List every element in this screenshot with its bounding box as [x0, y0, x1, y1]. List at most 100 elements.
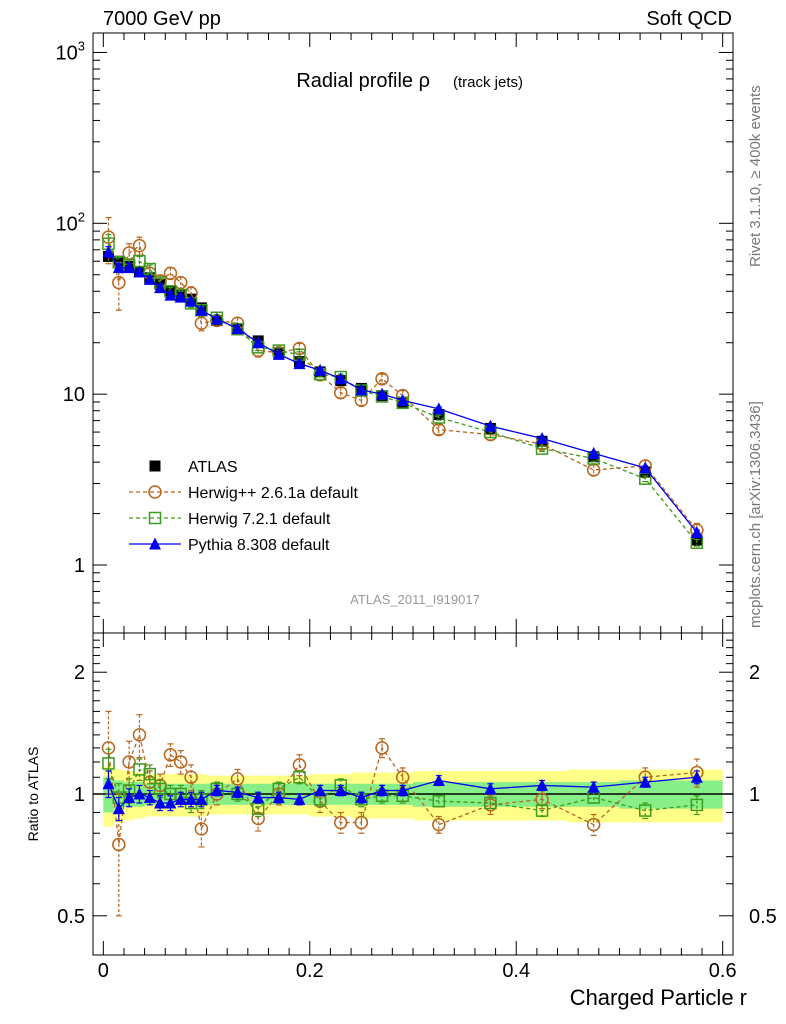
legend-entry-1-label: ATLAS: [188, 459, 238, 476]
ratio-herwig-2-6-1a-default-point: [101, 741, 116, 755]
ratio-herwig-2-6-1a-default-point: [333, 815, 348, 830]
main-pythia-8-308-default-point: [164, 288, 177, 301]
legend-entry-3-marker: [148, 511, 162, 525]
main-ytick-label: 102: [56, 209, 85, 235]
main-pythia-8-308-default-point: [174, 290, 187, 303]
main-pythia-8-308-default-point: [231, 322, 244, 335]
ratio-pythia-8-308-default-point: [293, 792, 306, 805]
main-herwig-7-2-1-default-line: [107, 243, 698, 544]
main-ytick-label: 10: [63, 384, 85, 406]
ratio-herwig-2-6-1a-default-point: [184, 770, 198, 785]
ratio-ytick-label-left: 0.5: [57, 906, 85, 928]
ratio-plot-frame: [92, 632, 734, 956]
main-pythia-8-308-default-point: [272, 347, 285, 360]
ratio-herwig-2-6-1a-default-line: [107, 732, 697, 845]
ratio-herwig-2-6-1a-default-point: [375, 741, 389, 755]
main-pythia-8-308-default-point: [432, 402, 445, 415]
legend-entry-4-marker: [149, 537, 161, 550]
main-herwig-2-6-1a-default-point: [173, 275, 188, 290]
main-herwig-2-6-1a-default-point: [101, 230, 116, 244]
main-pythia-8-308-default-point: [690, 525, 703, 538]
ratio-xtick-label: 0.6: [709, 960, 737, 982]
ratio-pythia-8-308-default-point: [314, 784, 327, 797]
ratio-pythia-8-308-default-point: [536, 778, 549, 791]
main-pythia-8-308-default-point: [154, 281, 167, 294]
legend: ATLAS Herwig++ 2.6.1a default Herwig 7.2.1…: [129, 459, 358, 554]
legend-entry-4-label: Pythia 8.308 default: [188, 537, 330, 554]
main-pythia-8-308-default-point: [334, 372, 347, 385]
ratio-ytick-label-right: 0.5: [749, 906, 777, 928]
ratio-pythia-8-308-default-point: [690, 770, 703, 783]
ratio-pythia-8-308-default-point: [231, 785, 244, 798]
main-pythia-8-308-default-point: [376, 387, 389, 400]
main-axis-ticks: 1 10 102 103: [56, 33, 733, 634]
ratio-herwig-7-2-1-default-point: [484, 796, 497, 810]
ratio-herwig-2-6-1a-default-point: [395, 770, 410, 785]
ratio-herwig-2-6-1a-default-point: [132, 728, 147, 742]
main-pythia-8-308-default-point: [185, 294, 198, 307]
ratio-herwig-7-2-1-default-point: [143, 767, 157, 781]
main-plot-title: Radial profile ρ: [296, 70, 430, 92]
ratio-pythia-8-308-default-point: [102, 777, 115, 790]
ratio-herwig-2-6-1a-default-point: [432, 817, 446, 832]
ratio-pythia-8-308-default: [102, 770, 703, 822]
ratio-herwig-2-6-1a-default-point: [230, 772, 245, 786]
ratio-xtick-label: 0.4: [502, 960, 530, 982]
ratio-herwig-7-2-1-default-point: [102, 757, 115, 770]
main-herwig-2-6-1a-default-point: [112, 275, 126, 290]
ratio-ytick-label-left: 2: [74, 662, 85, 684]
main-herwig-2-6-1a-default-point: [333, 385, 348, 400]
main-pythia-8-308-default: [102, 245, 703, 538]
main-pythia-8-308-default-point: [587, 446, 600, 459]
ratio-herwig-7-2-1-default-point: [535, 804, 549, 817]
main-pythia-8-308-default-point: [112, 261, 125, 274]
ratio-pythia-8-308-default-point: [174, 792, 187, 805]
main-pythia-8-308-default-point: [639, 461, 652, 474]
ratio-plot-series: [101, 710, 704, 917]
ratio-pythia-8-308-default-point: [195, 792, 208, 805]
main-ytick-label: 1: [74, 555, 85, 577]
legend-entry-1-marker: [149, 460, 161, 472]
main-pythia-8-308-default-point: [314, 363, 327, 376]
ratio-y-axis-label: Ratio to ATLAS: [25, 747, 41, 842]
ratio-pythia-8-308-default-point: [272, 791, 285, 804]
legend-entry-2-marker: [148, 485, 162, 499]
ratio-pythia-8-308-default-point: [210, 784, 223, 797]
main-herwig-2-6-1a-default-point: [194, 316, 209, 331]
main-pythia-8-308-default-point: [355, 383, 368, 396]
ratio-pythia-8-308-default-point: [123, 791, 136, 804]
main-pythia-8-308-default-point: [396, 393, 409, 406]
ratio-pythia-8-308-default-point: [154, 796, 167, 809]
ratio-herwig-2-6-1a-default-point: [163, 748, 178, 762]
ratio-herwig-2-6-1a-default-point: [112, 837, 126, 852]
main-pythia-8-308-default-point: [195, 303, 208, 316]
ratio-herwig-2-6-1a-default-point: [354, 815, 369, 830]
ratio-herwig-2-6-1a-default-point: [173, 755, 188, 769]
ratio-herwig-7-2-1-default-point: [690, 798, 704, 812]
ratio-pythia-8-308-default-point: [355, 791, 368, 804]
ratio-pythia-8-308-default-point: [185, 792, 198, 805]
ratio-herwig-2-6-1a-default-point: [122, 755, 136, 769]
ratio-herwig-7-2-1-default-point: [639, 804, 652, 817]
header-left-label: 7000 GeV pp: [103, 8, 221, 30]
ratio-pythia-8-308-default-point: [334, 784, 347, 797]
ratio-pythia-8-308-default-point: [112, 802, 125, 815]
main-ytick-label: 103: [56, 38, 85, 64]
main-pythia-8-308-default-point: [210, 312, 223, 325]
ratio-herwig-7-2-1-default: [102, 748, 704, 820]
ratio-herwig-7-2-1-default-line: [107, 763, 697, 812]
ratio-pythia-8-308-default-point: [376, 784, 389, 797]
ratio-axis-ticks: 0.5 0.5 1 1 2 2 0 0.2 0.4 0.6: [57, 632, 777, 982]
legend-entry-2-label: Herwig++ 2.6.1a default: [188, 485, 358, 502]
ratio-pythia-8-308-default-point: [143, 791, 156, 804]
ratio-ytick-label-left: 1: [74, 784, 85, 806]
ratio-pythia-8-308-default-point: [432, 773, 445, 786]
legend-entry-3-label: Herwig 7.2.1 default: [188, 511, 331, 528]
ratio-pythia-8-308-default-point: [639, 775, 652, 788]
ratio-herwig-2-6-1a-default-point: [586, 817, 601, 832]
ratio-herwig-7-2-1-default-point: [432, 794, 446, 808]
main-pythia-8-308-default-point: [252, 336, 265, 349]
main-pythia-8-308-default-point: [133, 265, 146, 278]
main-herwig-2-6-1a-default-point: [132, 238, 147, 253]
